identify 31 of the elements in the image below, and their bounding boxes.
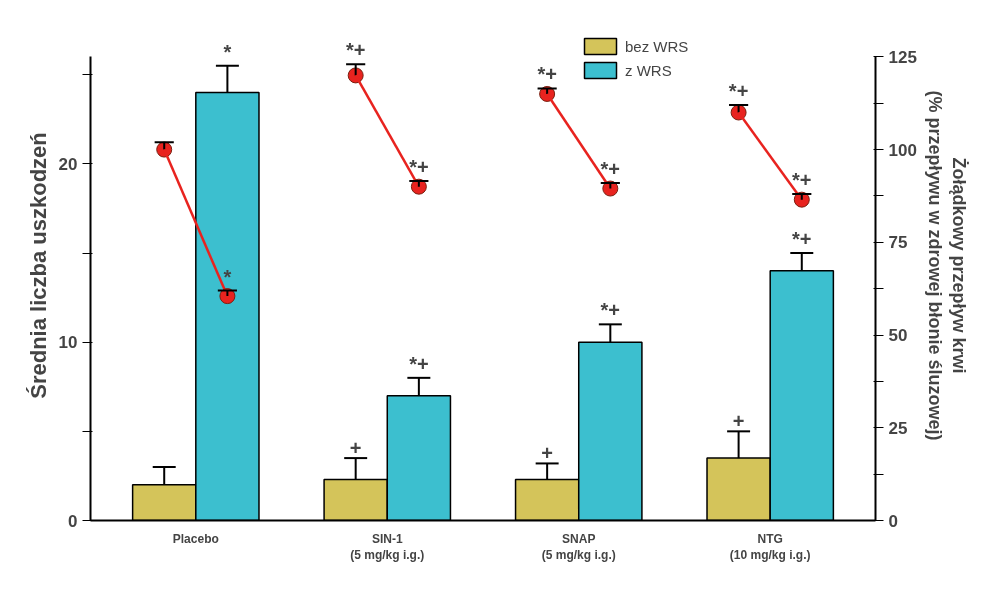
y2-tick-label: 25 xyxy=(888,418,908,438)
y2-tick-label: 75 xyxy=(888,233,908,253)
legend-label: bez WRS xyxy=(625,37,689,55)
x-tick-label: SIN-1 (5 mg/kg i.g.) xyxy=(350,531,425,563)
y-axis-title: Średnia liczba uszkodzeń xyxy=(25,132,51,399)
y2-tick-label: 50 xyxy=(888,326,908,346)
x-tick-label: NTG (10 mg/kg i.g.) xyxy=(729,531,811,563)
y-tick-label: 10 xyxy=(58,333,78,353)
data-label: *+ xyxy=(409,352,429,375)
data-label: + xyxy=(541,442,553,465)
data-label: + xyxy=(732,410,745,433)
data-label: *+ xyxy=(537,63,557,86)
legend-label: z WRS xyxy=(625,61,672,79)
data-label: *+ xyxy=(600,299,621,322)
data-label: *+ xyxy=(792,228,812,251)
data-label: *+ xyxy=(345,39,366,62)
y2-axis-title: Żołądkowy przepływ krwi (% przepływu w zdrowej błonie śluzowej) xyxy=(924,90,969,441)
x-tick-label: SNAP (5 mg/kg i.g.) xyxy=(541,531,616,563)
data-label: *+ xyxy=(728,80,749,103)
y2-tick-label: 100 xyxy=(888,140,917,160)
data-label: + xyxy=(349,437,362,460)
data-label: *+ xyxy=(792,169,812,192)
y-tick-label: 20 xyxy=(58,154,78,174)
data-label: *+ xyxy=(600,157,621,180)
data-label: *+ xyxy=(409,156,429,179)
y-tick-label: 0 xyxy=(68,511,78,531)
y2-tick-label: 0 xyxy=(888,511,898,531)
data-label: * xyxy=(223,265,232,288)
y2-tick-label: 125 xyxy=(888,47,917,67)
x-tick-label: Placebo xyxy=(172,531,219,546)
data-label: * xyxy=(223,40,232,63)
